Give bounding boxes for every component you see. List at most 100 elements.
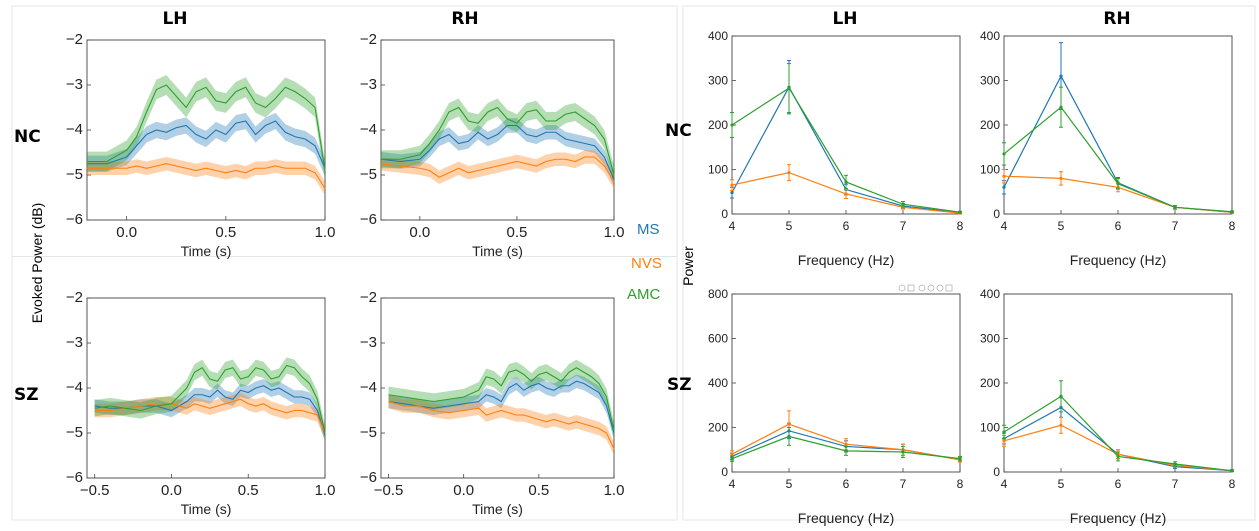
hand-icon[interactable] xyxy=(918,284,926,292)
point-amc xyxy=(844,180,848,184)
xaxis-label: Frequency (Hz) xyxy=(1070,510,1166,526)
point-nvs xyxy=(730,452,734,456)
point-nvs xyxy=(844,442,848,446)
ytick-label: −5 xyxy=(66,166,83,183)
point-amc xyxy=(1230,210,1234,214)
xtick-label: 6 xyxy=(843,477,850,491)
line-amc xyxy=(388,367,615,431)
ytick-label: 200 xyxy=(708,421,728,435)
line-ms xyxy=(388,380,615,434)
ytick-label: −4 xyxy=(360,121,377,138)
line-ms xyxy=(87,120,326,169)
header-lh-evoked: LH xyxy=(162,9,187,29)
plots-layer: −6 −5 −4 −3 −2 0.0 0.5 1.0 Time (s) −6 −5 −4 −3 −2 0.0… xyxy=(66,29,1236,526)
ytick-label: 300 xyxy=(980,74,1000,88)
point-ms xyxy=(730,191,734,195)
xtick-label: 8 xyxy=(1229,477,1236,491)
xaxis-label: Time (s) xyxy=(181,243,232,259)
axes-frame xyxy=(731,293,961,473)
point-amc xyxy=(787,434,791,438)
point-amc xyxy=(1059,394,1063,398)
ytick-label: −3 xyxy=(66,76,83,93)
axes-frame xyxy=(1003,293,1233,473)
ytick-label: −4 xyxy=(360,379,377,396)
xtick-label: 0.5 xyxy=(238,482,259,499)
ytick-label: 400 xyxy=(708,29,728,43)
xtick-label: 4 xyxy=(1001,477,1008,491)
band-nvs xyxy=(388,394,614,456)
evoked-nc-lh-chart: −6 −5 −4 −3 −2 0.0 0.5 1.0 Time (s) xyxy=(66,31,336,259)
row-label-sz-evoked: SZ xyxy=(14,385,39,405)
band-amc xyxy=(87,75,325,181)
xtick-label: 1.0 xyxy=(604,482,625,499)
xaxis-label: Frequency (Hz) xyxy=(1070,252,1166,268)
ytick-label: −2 xyxy=(360,31,377,48)
point-nvs xyxy=(787,422,791,426)
ytick-label: 600 xyxy=(708,332,728,346)
point-amc xyxy=(730,457,734,461)
xtick-label: 7 xyxy=(900,219,907,233)
zoom-out-icon[interactable] xyxy=(936,284,944,292)
line-nvs xyxy=(94,398,326,434)
ytick-label: 100 xyxy=(708,163,728,177)
point-amc xyxy=(1230,469,1234,473)
xaxis-label: Frequency (Hz) xyxy=(798,510,894,526)
xaxis-label: Time (s) xyxy=(472,243,523,259)
header-lh-power: LH xyxy=(832,9,857,29)
xtick-label: 0.0 xyxy=(453,482,474,499)
point-amc xyxy=(1173,205,1177,209)
ytick-label: 300 xyxy=(980,332,1000,346)
home-icon[interactable] xyxy=(945,284,953,292)
line-ms xyxy=(380,124,615,180)
line-amc xyxy=(381,106,615,176)
point-ms xyxy=(1002,185,1006,189)
ytick-label: −4 xyxy=(66,121,83,138)
band-amc xyxy=(94,357,325,442)
evoked-ylabel: Evoked Power (dB) xyxy=(29,203,45,324)
point-amc xyxy=(730,123,734,127)
ytick-label: −5 xyxy=(360,166,377,183)
xtick-label: 7 xyxy=(1172,477,1179,491)
ytick-label: 400 xyxy=(980,287,1000,301)
ytick-label: −4 xyxy=(66,379,83,396)
ytick-label: 200 xyxy=(980,376,1000,390)
xtick-label: 5 xyxy=(1058,219,1065,233)
ytick-label: −2 xyxy=(66,289,83,306)
point-ms xyxy=(1059,74,1063,78)
ytick-label: 100 xyxy=(980,163,1000,177)
ytick-label: −6 xyxy=(66,469,83,486)
pan-icon[interactable] xyxy=(907,284,915,292)
ytick-label: 0 xyxy=(993,465,1000,479)
power-sz-lh-chart: 0 200 400 600 800 4 5 6 7 8 Frequency (Hz) xyxy=(708,287,964,526)
ytick-label: −5 xyxy=(360,424,377,441)
point-amc xyxy=(1002,152,1006,156)
xtick-label: 6 xyxy=(1115,219,1122,233)
ytick-label: 300 xyxy=(708,74,728,88)
zoom-in-icon[interactable] xyxy=(927,284,935,292)
point-nvs xyxy=(844,192,848,196)
ytick-label: 0 xyxy=(721,207,728,221)
point-amc xyxy=(901,202,905,206)
xtick-label: 6 xyxy=(1115,477,1122,491)
power-ylabel: Power xyxy=(680,246,696,286)
xtick-label: 5 xyxy=(786,477,793,491)
xtick-label: −0.5 xyxy=(80,482,110,499)
line-nvs xyxy=(87,163,326,189)
xtick-label: 0.5 xyxy=(215,224,236,241)
xtick-label: 4 xyxy=(729,219,736,233)
ytick-label: −6 xyxy=(360,469,377,486)
xtick-label: 4 xyxy=(729,477,736,491)
figure-toolbar[interactable] xyxy=(898,284,953,292)
ytick-label: −6 xyxy=(360,211,377,228)
xtick-label: 1.0 xyxy=(604,224,625,241)
axes-frame xyxy=(86,39,326,221)
legend-amc: AMC xyxy=(627,286,661,303)
ytick-label: 100 xyxy=(980,421,1000,435)
xtick-label: 0.0 xyxy=(116,224,137,241)
ytick-label: 0 xyxy=(993,207,1000,221)
line-amc xyxy=(87,84,326,171)
evoked-sz-rh-chart: −6 −5 −4 −3 −2 −0.5 0.0 0.5 1.0 Time (s) xyxy=(360,289,625,517)
save-icon[interactable] xyxy=(898,284,906,292)
xaxis-label: Time (s) xyxy=(472,501,523,517)
